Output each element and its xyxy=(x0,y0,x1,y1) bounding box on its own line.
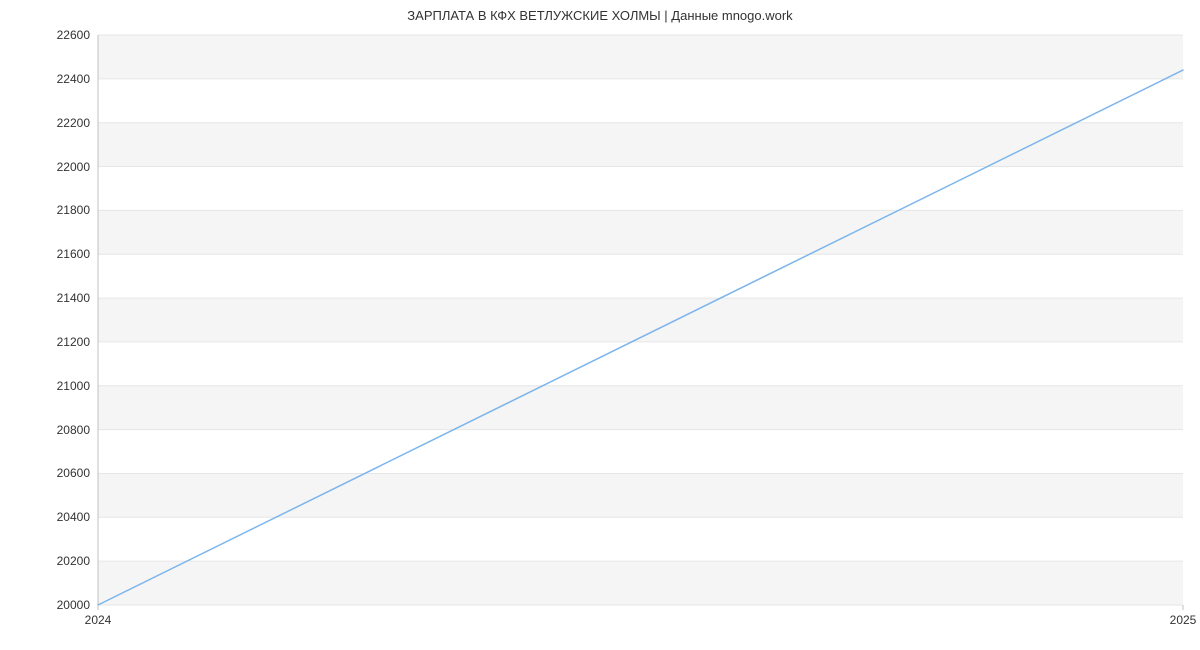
y-tick-label: 22200 xyxy=(57,116,98,130)
x-tick-label: 2025 xyxy=(1170,605,1197,627)
y-tick-label: 21000 xyxy=(57,379,98,393)
plot-area: 2000020200204002060020800210002120021400… xyxy=(98,35,1183,605)
y-tick-label: 20600 xyxy=(57,466,98,480)
plot-svg xyxy=(98,35,1183,605)
y-tick-label: 21600 xyxy=(57,247,98,261)
y-tick-label: 22600 xyxy=(57,28,98,42)
salary-line-chart: ЗАРПЛАТА В КФХ ВЕТЛУЖСКИЕ ХОЛМЫ | Данные… xyxy=(0,0,1200,650)
y-tick-label: 20800 xyxy=(57,423,98,437)
y-tick-label: 22400 xyxy=(57,72,98,86)
y-tick-label: 21200 xyxy=(57,335,98,349)
y-tick-label: 22000 xyxy=(57,160,98,174)
y-tick-label: 20200 xyxy=(57,554,98,568)
chart-title: ЗАРПЛАТА В КФХ ВЕТЛУЖСКИЕ ХОЛМЫ | Данные… xyxy=(0,8,1200,23)
y-tick-label: 21400 xyxy=(57,291,98,305)
y-tick-label: 21800 xyxy=(57,203,98,217)
x-tick-label: 2024 xyxy=(85,605,112,627)
y-tick-label: 20400 xyxy=(57,510,98,524)
